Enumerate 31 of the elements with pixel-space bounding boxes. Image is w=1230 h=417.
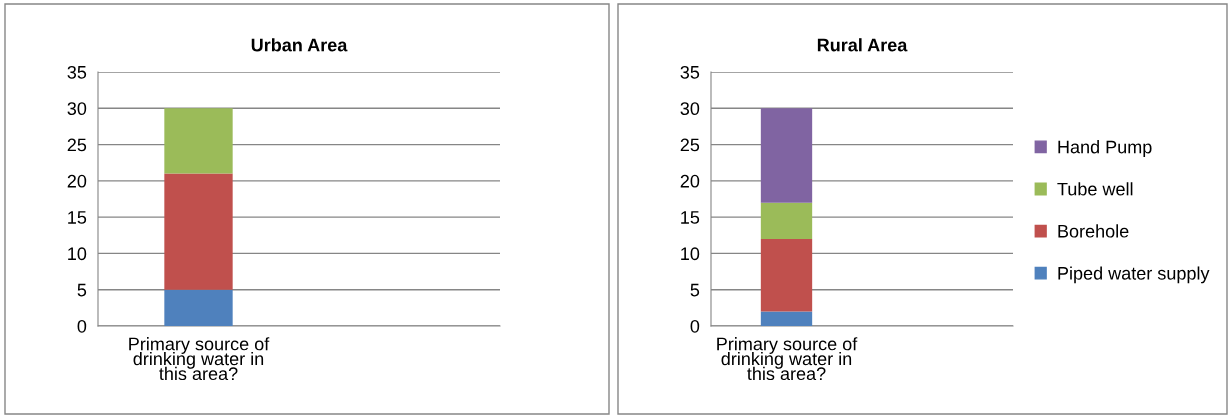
y-tick-label: 35 bbox=[67, 65, 87, 79]
y-tick-label: 25 bbox=[680, 138, 700, 152]
y-tick-label: 30 bbox=[67, 102, 87, 116]
x-tick-label: Primary source of drinking water in this area? bbox=[129, 337, 270, 381]
bar bbox=[164, 289, 233, 326]
bar bbox=[760, 108, 813, 203]
y-tick-label: 30 bbox=[680, 102, 700, 116]
legend-label: Tube well bbox=[1057, 182, 1133, 196]
bar bbox=[760, 238, 813, 312]
bar bbox=[164, 173, 233, 290]
y-tick-label: 25 bbox=[67, 138, 87, 152]
bar bbox=[164, 108, 233, 174]
y-tick-label: 15 bbox=[68, 211, 87, 224]
y-tick-label: 20 bbox=[67, 174, 87, 188]
bar bbox=[760, 311, 813, 326]
y-tick-label: 35 bbox=[680, 65, 700, 79]
x-tick-label: Primary source of drinking water in this area? bbox=[717, 337, 858, 381]
y-tick-label: 10 bbox=[681, 247, 700, 261]
chart-title: Urban Area bbox=[251, 38, 348, 52]
legend-label: Hand Pump bbox=[1058, 140, 1152, 157]
y-tick-label: 20 bbox=[680, 174, 700, 188]
legend-label: Piped water supply bbox=[1058, 266, 1210, 284]
y-tick-label: 0 bbox=[77, 319, 87, 333]
y-tick-label: 0 bbox=[690, 319, 700, 333]
chart-title: Rural Area bbox=[817, 38, 908, 52]
bar bbox=[760, 202, 813, 239]
y-tick-label: 10 bbox=[68, 247, 87, 261]
y-tick-label: 15 bbox=[681, 211, 700, 224]
y-tick-label: 5 bbox=[77, 283, 87, 297]
y-tick-label: 5 bbox=[690, 283, 700, 297]
legend-label: Borehole bbox=[1058, 224, 1129, 238]
